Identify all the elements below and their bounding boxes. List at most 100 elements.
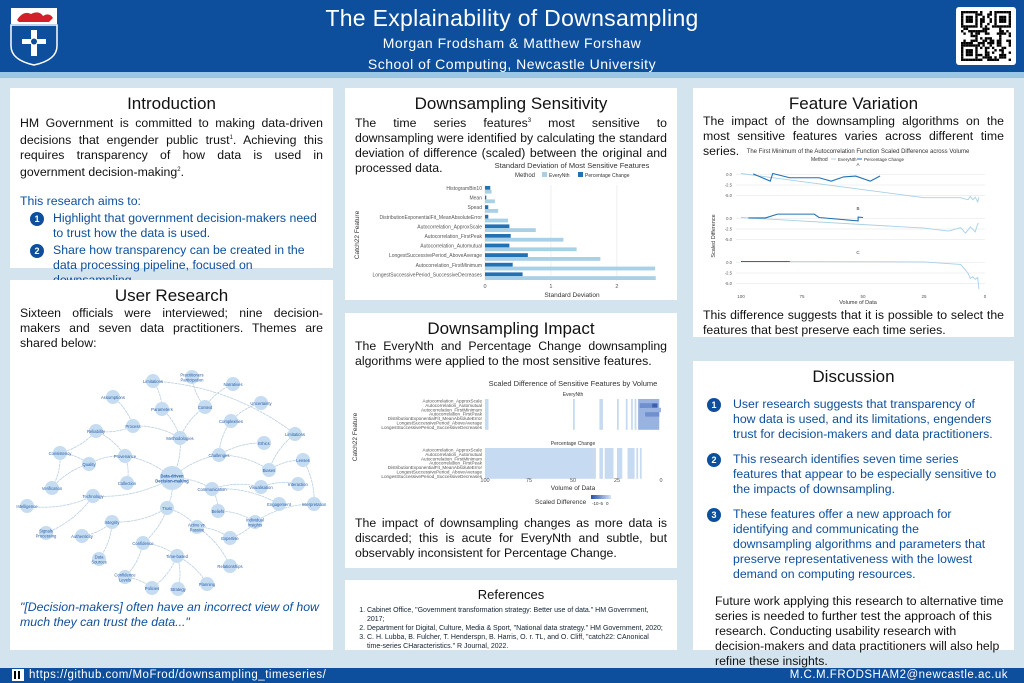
node-circle <box>200 577 214 591</box>
qr-module <box>963 27 966 31</box>
network-node: Interaction <box>288 477 308 491</box>
qr-module <box>961 13 964 16</box>
node-label: Challenges <box>209 453 230 458</box>
qr-module <box>975 51 978 54</box>
heatmap-cell <box>604 448 614 479</box>
email-link[interactable]: M.C.M.FRODSHAM2@newcastle.ac.uk <box>789 669 1008 681</box>
qr-module <box>994 49 997 52</box>
bar-percentage-change <box>485 186 491 190</box>
qr-module <box>1001 53 1004 57</box>
x-tick-label: 25 <box>614 478 620 484</box>
impact-conclusion: The impact of downsampling changes as mo… <box>355 516 667 560</box>
qr-module <box>975 53 978 57</box>
node-label: Beliefs <box>212 509 225 514</box>
aims-label: This research aims to: <box>20 194 141 209</box>
qr-module <box>1001 15 1004 19</box>
network-node: Verification <box>42 481 63 495</box>
qr-module <box>970 51 973 54</box>
node-label: Decision-making <box>155 479 189 484</box>
qr-code[interactable] <box>956 7 1016 65</box>
series-line-everynth <box>740 261 980 290</box>
qr-module <box>987 58 990 61</box>
qr-module <box>980 13 983 16</box>
legend-title: Scaled Difference <box>535 499 587 506</box>
discussion-item: 1 User research suggests that transparenc… <box>707 397 1004 442</box>
number-badge: 1 <box>30 212 44 227</box>
introduction-text: HM Government is committed to making dat… <box>10 116 333 180</box>
qr-module <box>1003 46 1007 50</box>
node-circle <box>89 424 103 438</box>
discussion-list: 1 User research suggests that transparenc… <box>693 397 1014 582</box>
node-circle <box>82 457 96 471</box>
y-tick-label: Autocorrelation_FirstMinimum <box>421 407 482 412</box>
qr-module <box>970 30 973 33</box>
y-tick-label: Autocorrelation_Automutual <box>420 244 482 250</box>
qr-module <box>996 39 1000 42</box>
qr-module <box>980 41 983 45</box>
qr-module <box>994 25 997 28</box>
heatmap-cell <box>599 399 603 430</box>
network-node: Beliefs <box>211 504 225 518</box>
qr-module <box>994 15 997 19</box>
y-tick-label: DistributionExponentialFit_MeanAbsoluteE… <box>388 416 483 421</box>
qr-module <box>989 11 992 14</box>
qr-module <box>961 15 964 19</box>
qr-module <box>970 20 973 23</box>
intro-text-a: HM Government is committed to making dat… <box>20 116 323 148</box>
qr-module <box>984 32 988 35</box>
network-node: Time-based <box>166 549 189 563</box>
sensitivity-bar-chart: Standard Deviation of Most Sensitive Fea… <box>354 161 656 299</box>
y-tick-label: Autocorrelation_Automutual <box>425 403 482 408</box>
qr-module <box>980 37 983 40</box>
network-node: Collection <box>118 476 137 490</box>
qr-link-icon <box>12 669 24 681</box>
network-node: Uncertainty <box>250 396 272 410</box>
qr-module <box>999 18 1002 21</box>
node-label: Sources <box>91 560 106 565</box>
qr-module <box>970 34 973 38</box>
facet-label: Percentage Change <box>551 441 596 447</box>
qr-module <box>1008 11 1011 14</box>
chart-title: Standard Deviation of Most Sensitive Fea… <box>495 161 650 170</box>
qr-module <box>1003 32 1007 35</box>
qr-module <box>980 30 983 33</box>
qr-module <box>968 41 971 45</box>
bar-everynth <box>485 189 492 194</box>
node-label: Narratives <box>223 382 242 387</box>
legend-tick: -5 <box>599 501 603 506</box>
legend-label: Percentage Change <box>585 173 630 179</box>
node-label: Relationships <box>217 564 242 569</box>
sensitivity-text: The time series features3 most sensitive… <box>345 114 677 176</box>
qr-module <box>970 49 973 52</box>
node-label: Confidence <box>132 541 154 546</box>
node-circle <box>296 453 310 467</box>
bar-percentage-change <box>485 234 511 238</box>
qr-module <box>970 15 973 19</box>
qr-module <box>970 25 973 28</box>
network-edge <box>124 542 144 578</box>
y-tick-label: LongestSuccessivePeriod_AboveAverage <box>397 470 483 475</box>
node-circle <box>257 436 271 450</box>
legend-title: Method <box>515 173 535 179</box>
node-label: Verification <box>42 486 63 491</box>
network-node: Communication <box>197 482 227 496</box>
node-circle <box>160 501 174 515</box>
y-tick-label: Autocorrelation_FirstPeak <box>429 461 483 466</box>
qr-module <box>977 58 981 61</box>
qr-module <box>987 27 990 31</box>
node-label: Data <box>95 555 105 560</box>
network-node: Biases <box>262 463 276 477</box>
qr-module <box>961 44 964 47</box>
bar-everynth <box>485 218 509 223</box>
heatmap-cell <box>631 399 633 430</box>
node-circle <box>118 449 132 463</box>
chart-title: Scaled Difference of Sensitive Features … <box>489 379 658 388</box>
qr-module <box>965 53 969 57</box>
qr-module <box>991 39 995 42</box>
node-circle <box>145 581 159 595</box>
qr-module <box>1008 18 1011 21</box>
node-circle <box>75 529 89 543</box>
github-link[interactable]: https://github.com/MoFrod/downsampling_t… <box>29 669 327 681</box>
node-circle <box>160 466 184 490</box>
